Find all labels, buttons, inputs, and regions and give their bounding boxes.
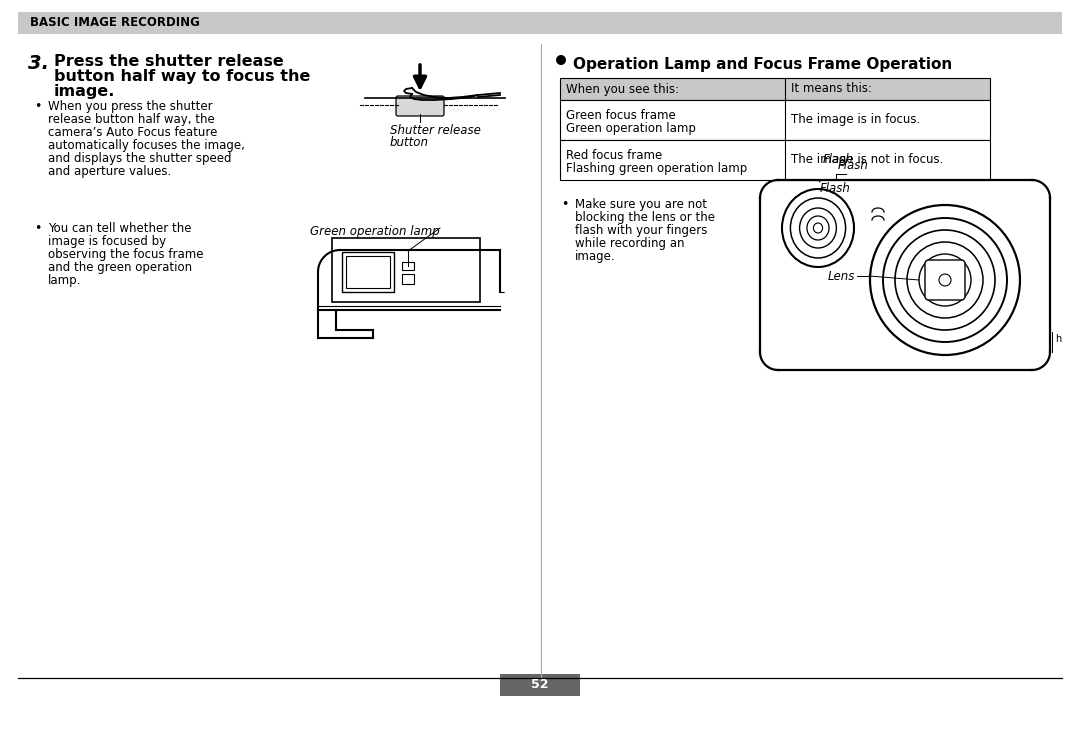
Text: When you see this:: When you see this: (566, 82, 679, 96)
Bar (561, 100, 990, 140)
Text: while recording an: while recording an (575, 237, 685, 250)
Circle shape (556, 55, 566, 65)
Bar (500, 674, 580, 696)
Text: •: • (33, 100, 41, 113)
Text: button: button (390, 136, 429, 149)
FancyBboxPatch shape (924, 260, 966, 300)
Text: automatically focuses the image,: automatically focuses the image, (48, 139, 245, 152)
Bar (561, 78, 990, 100)
Text: •: • (561, 198, 568, 211)
Bar (18, 12, 1062, 34)
Ellipse shape (782, 189, 854, 267)
Text: Green operation lamp: Green operation lamp (310, 225, 440, 238)
Text: Green focus frame: Green focus frame (566, 109, 676, 122)
Bar (346, 256, 390, 288)
Text: button half way to focus the: button half way to focus the (54, 69, 310, 84)
Text: image is focused by: image is focused by (48, 235, 166, 248)
Text: BASIC IMAGE RECORDING: BASIC IMAGE RECORDING (30, 17, 200, 29)
Bar (332, 238, 480, 302)
Text: image.: image. (575, 250, 616, 263)
FancyBboxPatch shape (396, 96, 444, 116)
Text: Flashing green operation lamp: Flashing green operation lamp (566, 162, 747, 175)
Circle shape (883, 218, 1007, 342)
Text: image.: image. (54, 84, 116, 99)
Text: Operation Lamp and Focus Frame Operation: Operation Lamp and Focus Frame Operation (573, 57, 953, 72)
Bar (402, 274, 414, 284)
Text: It means this:: It means this: (791, 82, 872, 96)
Circle shape (907, 242, 983, 318)
Text: •: • (33, 222, 41, 235)
Ellipse shape (807, 216, 829, 240)
Bar (402, 262, 414, 270)
Text: flash with your fingers: flash with your fingers (575, 224, 707, 237)
Text: Flash: Flash (823, 153, 854, 166)
Text: Flash: Flash (838, 159, 869, 172)
Text: observing the focus frame: observing the focus frame (48, 248, 203, 261)
Text: 52: 52 (531, 678, 549, 691)
Text: blocking the lens or the: blocking the lens or the (575, 211, 715, 224)
Text: camera’s Auto Focus feature: camera’s Auto Focus feature (48, 126, 217, 139)
Text: lamp.: lamp. (48, 274, 81, 287)
Circle shape (870, 205, 1020, 355)
Text: Shutter release: Shutter release (390, 124, 481, 137)
Text: release button half way, the: release button half way, the (48, 113, 215, 126)
Circle shape (919, 254, 971, 306)
Text: 3.: 3. (28, 54, 49, 73)
Bar (342, 252, 394, 292)
Ellipse shape (791, 198, 846, 258)
Text: When you press the shutter: When you press the shutter (48, 100, 213, 113)
Text: Red focus frame: Red focus frame (566, 149, 662, 162)
Text: and displays the shutter speed: and displays the shutter speed (48, 152, 231, 165)
Text: and aperture values.: and aperture values. (48, 165, 172, 178)
Ellipse shape (799, 208, 836, 248)
Text: Make sure you are not: Make sure you are not (575, 198, 707, 211)
Text: You can tell whether the: You can tell whether the (48, 222, 191, 235)
Text: Flash: Flash (820, 182, 851, 195)
Text: Lens: Lens (827, 269, 855, 283)
Text: and the green operation: and the green operation (48, 261, 192, 274)
Text: Press the shutter release: Press the shutter release (54, 54, 284, 69)
Text: The image is in focus.: The image is in focus. (791, 113, 920, 126)
Circle shape (939, 274, 951, 286)
Text: Green operation lamp: Green operation lamp (566, 122, 696, 135)
Text: The image is not in focus.: The image is not in focus. (791, 153, 943, 166)
Circle shape (895, 230, 995, 330)
Text: h: h (1055, 334, 1062, 344)
Ellipse shape (813, 223, 823, 233)
Bar (561, 140, 990, 180)
